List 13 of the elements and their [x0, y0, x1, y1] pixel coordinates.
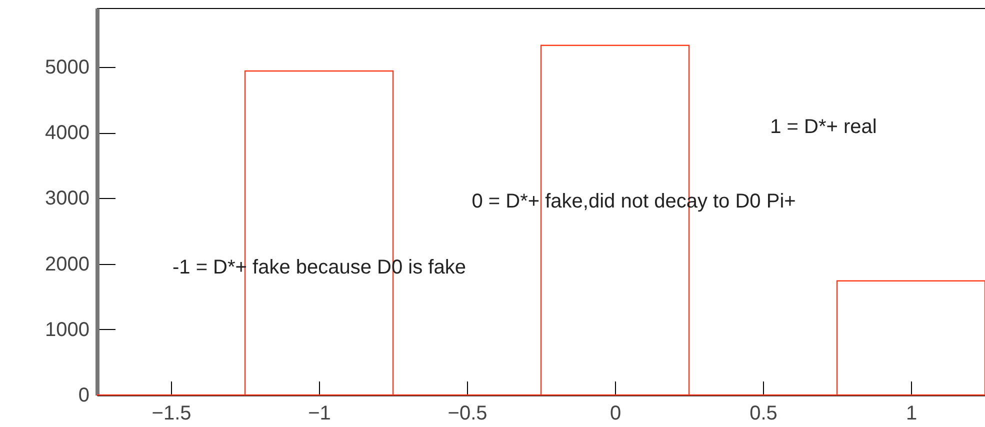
x-tick-label: −1 [308, 402, 331, 424]
x-tick-label: 0.5 [750, 402, 778, 424]
x-tick-label: 1 [906, 402, 918, 424]
annotation: 1 = D*+ real [770, 116, 877, 138]
y-tick-label: 5000 [45, 56, 90, 79]
y-tick-label: 0 [78, 384, 90, 406]
y-tick-label: 4000 [45, 122, 90, 144]
x-tick-label: −0.5 [448, 402, 488, 424]
x-tick-label: 0 [610, 402, 622, 424]
y-tick-label: 3000 [45, 188, 90, 210]
x-tick-label: −1.5 [152, 402, 192, 424]
y-tick-label: 2000 [45, 253, 90, 276]
y-tick-label: 1000 [45, 318, 90, 341]
